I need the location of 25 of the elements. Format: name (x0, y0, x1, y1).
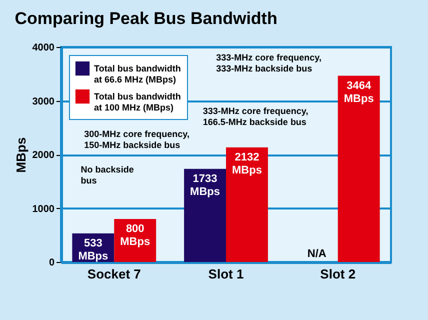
bar (226, 147, 268, 262)
data-label: 3464 MBps (344, 80, 374, 105)
annotation: 300-MHz core frequency, 150-MHz backside bus (84, 128, 190, 150)
chart-title: Comparing Peak Bus Bandwidth (14, 9, 278, 28)
x-tick-label: Slot 2 (320, 266, 356, 282)
y-tick-label: 2000 (32, 150, 55, 161)
bar (184, 168, 226, 262)
bar (338, 76, 380, 262)
annotation: No backside bus (80, 164, 134, 186)
y-tick-label: 3000 (32, 96, 55, 108)
y-tick-label: 4000 (32, 42, 55, 54)
x-tick-label: Socket 7 (87, 266, 141, 282)
y-tick-label: 1000 (32, 204, 55, 215)
y-axis-title: MBps (13, 137, 28, 173)
x-tick-label: Slot 1 (208, 266, 244, 282)
data-label: 1733 MBps (190, 172, 220, 198)
y-tick-label: 0 (48, 258, 55, 268)
data-label: 533 MBps (78, 237, 108, 262)
annotation: 333-MHz core frequency, 333-MHz backside bus (216, 52, 322, 74)
data-label: 2132 MBps (232, 151, 262, 176)
legend-label: Total bus bandwidth at 66.6 MHz (MBps) (94, 64, 181, 84)
data-label: 800 MBps (120, 223, 150, 248)
legend-label: Total bus bandwidth at 100 MHz (MBps) (94, 92, 181, 112)
text: N/A (307, 248, 326, 260)
annotation: 333-MHz core frequency, 166.5-MHz backside bus (202, 106, 308, 128)
